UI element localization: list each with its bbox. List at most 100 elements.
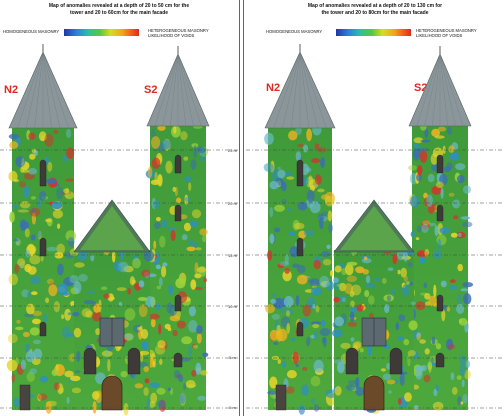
left-anomaly-blob (67, 237, 75, 247)
left-anomaly-blob (156, 217, 161, 222)
right-anomaly-blob (456, 375, 462, 380)
left-anomaly-blob (65, 178, 75, 182)
left-anomaly-blob (64, 370, 74, 378)
left-anomaly-blob (161, 265, 167, 278)
right-anomaly-blob (449, 152, 460, 161)
left-anomaly-blob (141, 341, 149, 351)
left-legend-low-label: HOMOGENEOUS MASONRY (3, 29, 60, 34)
right-anomaly-blob (405, 281, 410, 285)
left-n2-window-upper (39, 159, 47, 187)
right-anomaly-blob (410, 301, 416, 306)
right-anomaly-blob (419, 339, 426, 344)
left-anomaly-blob (31, 148, 36, 154)
right-anomaly-blob (334, 386, 342, 396)
left-anomaly-blob (92, 301, 97, 307)
right-s2-window-base (435, 352, 445, 368)
left-anomaly-blob (129, 276, 135, 286)
right-anomaly-blob (418, 147, 429, 152)
right-gable-inner (340, 206, 408, 250)
left-anomaly-blob (36, 197, 42, 208)
right-anomaly-blob (295, 151, 302, 162)
left-s2-spire-rib (170, 53, 179, 127)
left-anomaly-blob (156, 387, 166, 395)
right-anomaly-blob (380, 368, 386, 372)
left-anomaly-blob (26, 303, 35, 315)
scale-label-15m: 15 m (228, 253, 237, 258)
right-legend-high-line2: LIKELIHOOD OF VOIDS (416, 33, 463, 38)
right-anomaly-blob (431, 336, 436, 345)
left-anomaly-blob (51, 369, 58, 376)
right-anomaly-blob (348, 379, 358, 385)
right-anomaly-blob (456, 174, 465, 184)
right-anomaly-blob (403, 338, 410, 346)
right-anomaly-blob (429, 355, 438, 364)
right-anomaly-blob (272, 293, 276, 298)
left-n2-window-mid (39, 237, 47, 257)
left-anomaly-blob (45, 297, 50, 304)
right-anomaly-blob (314, 174, 322, 185)
left-anomaly-blob (202, 235, 207, 243)
right-s2-spire-rib (439, 53, 464, 127)
left-n2-spire-rib (42, 51, 52, 129)
right-anomaly-blob (435, 384, 439, 392)
right-anomaly-blob (413, 143, 420, 149)
right-anomaly-blob (295, 126, 302, 136)
left-anomaly-blob (72, 312, 80, 317)
right-anomaly-blob (340, 342, 351, 349)
right-title-line2: the tower and 20 to 80cm for the main fa… (321, 10, 429, 16)
right-anomaly-blob (408, 320, 418, 331)
right-anomaly-blob (350, 337, 355, 342)
right-anomaly-blob (460, 288, 469, 292)
right-n2-window-mid (296, 237, 304, 257)
left-n2-spire-rib (17, 51, 44, 129)
left-anomaly-blob (146, 397, 150, 411)
right-anomaly-blob (336, 283, 345, 287)
right-anomaly-blob (386, 295, 392, 302)
right-anomaly-blob (363, 256, 368, 261)
left-title-line1: Map of anomalies revealed at a depth of … (48, 3, 190, 9)
left-anomaly-blob (148, 313, 160, 320)
left-anomaly-blob (173, 126, 177, 134)
left-legend-colorbar (64, 29, 139, 36)
right-anomaly-blob (329, 270, 334, 277)
left-anomaly-blob (137, 326, 143, 331)
left-anomaly-blob (18, 181, 27, 188)
right-anomaly-blob (308, 175, 314, 188)
right-anomaly-blob (264, 132, 274, 145)
left-church-anomaly-map (0, 44, 238, 416)
right-anomaly-blob (319, 275, 330, 288)
left-anomaly-blob (165, 160, 173, 174)
right-s2-spire-rib (424, 53, 441, 127)
left-anomaly-blob (44, 133, 54, 147)
right-anomaly-blob (448, 192, 455, 197)
left-anomaly-blob (193, 145, 197, 158)
right-anomaly-blob (327, 210, 333, 222)
left-anomaly-blob (53, 301, 60, 313)
right-anomaly-blob (415, 237, 420, 241)
left-anomaly-blob (183, 222, 192, 232)
left-anomaly-blob (196, 325, 203, 334)
right-anomaly-blob (317, 188, 325, 193)
left-anomaly-blob (158, 277, 163, 287)
left-anomaly-blob (191, 209, 202, 219)
right-anomaly-blob (417, 165, 423, 176)
right-anomaly-blob (298, 404, 305, 415)
right-anomaly-blob (326, 244, 331, 249)
right-anomaly-blob (413, 137, 424, 144)
left-s2-spire-rib (154, 53, 179, 127)
left-anomaly-blob (153, 200, 161, 210)
right-anomaly-blob (286, 176, 295, 180)
left-anomaly-blob (188, 320, 198, 333)
right-anomaly-blob (281, 199, 287, 204)
right-anomaly-blob (271, 313, 281, 320)
right-anomaly-blob (277, 169, 286, 179)
left-anomaly-blob (39, 375, 49, 383)
left-anomaly-blob (159, 235, 166, 248)
right-anomaly-blob (433, 388, 438, 397)
panel-divider-left (239, 0, 240, 416)
left-anomaly-blob (137, 297, 148, 301)
right-anomaly-blob (448, 145, 455, 153)
left-anomaly-blob (15, 156, 26, 168)
right-anomaly-blob (313, 259, 321, 270)
right-anomaly-blob (320, 157, 325, 169)
